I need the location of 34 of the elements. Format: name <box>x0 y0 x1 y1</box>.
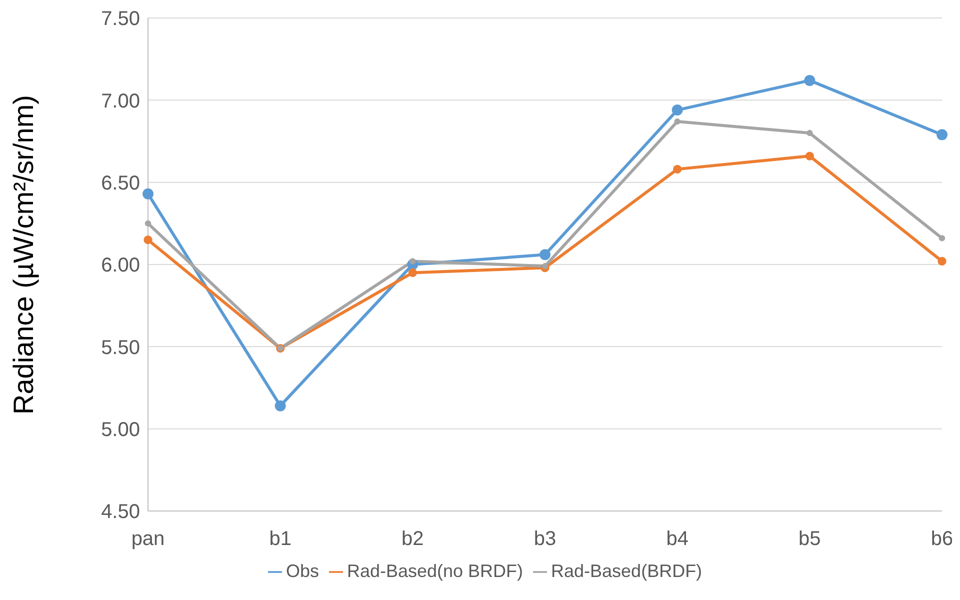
x-tick-label: b1 <box>269 528 292 550</box>
point <box>144 236 152 244</box>
point <box>542 263 548 270</box>
point <box>144 220 152 227</box>
y-tick-label: 7.00 <box>101 90 140 112</box>
y-tick-label: 6.00 <box>101 254 140 277</box>
x-tick-label: b3 <box>534 528 556 550</box>
point <box>672 104 683 116</box>
y-tick-label: 7.50 <box>101 8 140 30</box>
point <box>938 235 946 242</box>
y-tick-label: 5.50 <box>101 336 140 359</box>
y-tick-label: 6.50 <box>101 172 140 194</box>
point <box>408 268 417 278</box>
x-tick-label: pan <box>131 528 165 550</box>
legend-label: Rad-Based(no BRDF) <box>346 561 524 581</box>
point <box>142 188 154 200</box>
y-axis-title: Radiance (µW/cm²/sr/nm) <box>8 95 39 414</box>
point <box>936 129 948 140</box>
legend-label: Rad-Based(BRDF) <box>551 561 702 581</box>
y-tick-label: 5.00 <box>101 418 140 441</box>
point <box>674 118 680 125</box>
point <box>673 164 682 174</box>
point <box>805 152 814 160</box>
point <box>806 130 813 136</box>
x-tick-label: b4 <box>666 528 688 550</box>
y-tick-label: 4.50 <box>101 501 140 524</box>
legend-label: Obs <box>286 561 319 581</box>
point <box>938 256 946 266</box>
point <box>274 400 286 412</box>
x-tick-label: b6 <box>930 528 954 550</box>
point <box>540 249 550 260</box>
x-tick-label: b5 <box>798 528 821 550</box>
x-tick-label: b2 <box>402 528 424 550</box>
point <box>804 74 816 86</box>
